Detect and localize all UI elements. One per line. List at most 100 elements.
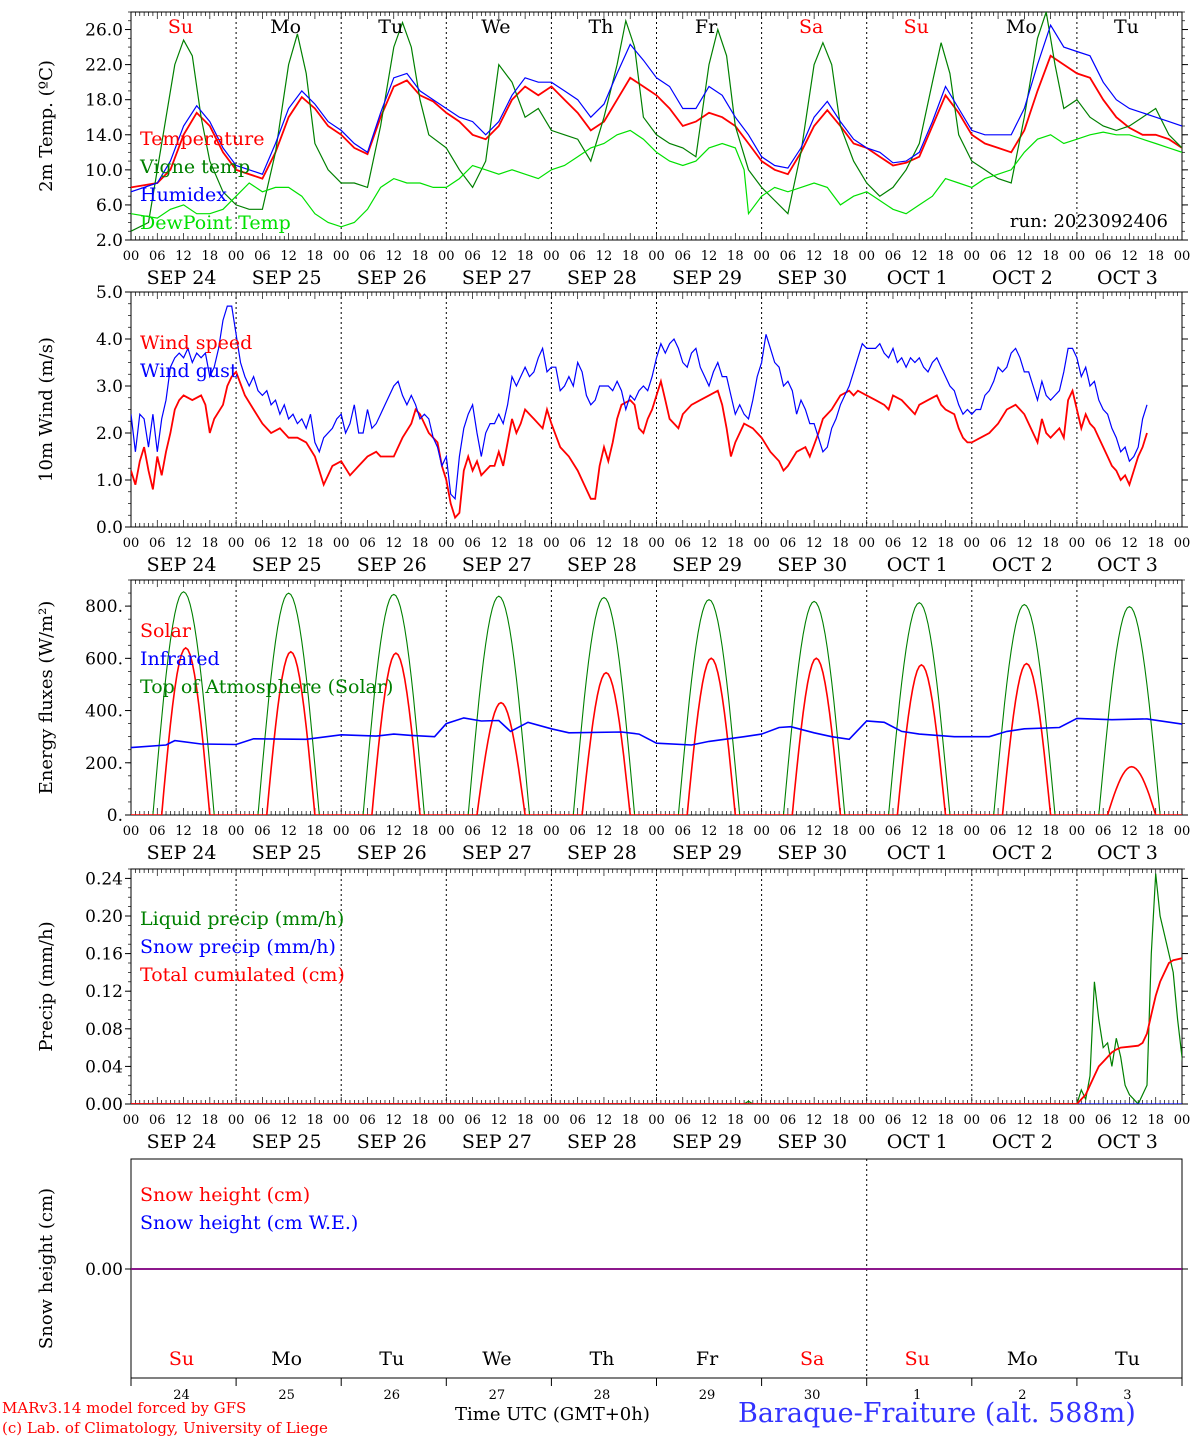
x-hour-label: 12 <box>175 536 192 551</box>
x-hour-label: 06 <box>569 249 586 264</box>
x-hour-label: 06 <box>149 824 166 839</box>
x-hour-label: 18 <box>1042 1113 1059 1128</box>
legend-label: Temperature <box>140 128 264 150</box>
x-hour-label: 06 <box>990 536 1007 551</box>
x-hour-label: 18 <box>202 1113 219 1128</box>
x-hour-label: 00 <box>753 249 770 264</box>
x-date-label: OCT 3 <box>1097 554 1158 576</box>
legend-label: Snow height (cm W.E.) <box>140 1212 358 1234</box>
day-of-week-label: Mo <box>271 1348 302 1370</box>
x-date-label: SEP 30 <box>777 554 847 576</box>
y-tick-label: 200. <box>85 754 123 774</box>
day-of-week-label: Mo <box>1006 16 1037 38</box>
y-tick-label: 4.0 <box>96 330 123 350</box>
x-hour-label: 18 <box>1147 249 1164 264</box>
x-hour-label: 06 <box>569 824 586 839</box>
legend-label: Liquid precip (mm/h) <box>140 908 344 930</box>
x-hour-label: 00 <box>543 249 560 264</box>
y-axis-label: 10m Wind (m/s) <box>36 337 57 482</box>
y-tick-label: 2.0 <box>96 424 123 444</box>
x-hour-label: 12 <box>175 1113 192 1128</box>
x-date-label: SEP 26 <box>357 267 427 289</box>
panel-wind <box>125 291 1188 528</box>
y-tick-label: 1.0 <box>96 471 123 491</box>
x-hour-label: 00 <box>753 1113 770 1128</box>
y-tick-label: 800. <box>85 597 123 617</box>
x-hour-label: 06 <box>780 824 797 839</box>
x-date-label: SEP 24 <box>147 554 217 576</box>
x-hour-label: 12 <box>596 824 613 839</box>
legend-label: Wind speed <box>140 332 252 354</box>
x-hour-label: 00 <box>1069 536 1086 551</box>
x-hour-label: 06 <box>254 824 271 839</box>
y-tick-label: 0.24 <box>85 869 123 889</box>
x-date-label: OCT 2 <box>992 267 1053 289</box>
x-hour-label: 00 <box>964 249 981 264</box>
day-of-week-label: We <box>482 1348 511 1370</box>
x-hour-label: 00 <box>228 536 245 551</box>
x-hour-label: 18 <box>202 824 219 839</box>
x-hour-label: 06 <box>885 824 902 839</box>
y-tick-label: 26.0 <box>85 21 123 41</box>
x-date-label: OCT 1 <box>887 267 948 289</box>
x-hour-label: 12 <box>911 1113 928 1128</box>
x-hour-label: 00 <box>543 536 560 551</box>
x-date-label: SEP 24 <box>147 1131 217 1153</box>
x-hour-label: 12 <box>175 824 192 839</box>
x-hour-label: 12 <box>806 1113 823 1128</box>
day-number-label: 29 <box>699 1388 716 1403</box>
y-tick-label: 22.0 <box>85 56 123 76</box>
y-axis-label: Precip (mm/h) <box>36 921 57 1051</box>
x-hour-label: 12 <box>701 536 718 551</box>
series-line-red <box>131 370 1148 520</box>
x-hour-label: 00 <box>123 1113 140 1128</box>
x-hour-label: 00 <box>123 536 140 551</box>
x-hour-label: 18 <box>1042 536 1059 551</box>
day-number-label: 26 <box>383 1388 400 1403</box>
x-hour-label: 06 <box>464 536 481 551</box>
x-hour-label: 12 <box>385 249 402 264</box>
x-hour-label: 12 <box>385 536 402 551</box>
x-hour-label: 12 <box>280 536 297 551</box>
x-date-label: OCT 3 <box>1097 267 1158 289</box>
series-line-toa-solar <box>131 591 1182 815</box>
y-tick-label: 10.0 <box>85 161 123 181</box>
x-date-label: SEP 28 <box>567 842 637 864</box>
x-hour-label: 12 <box>911 824 928 839</box>
day-number-label: 30 <box>804 1388 821 1403</box>
x-date-label: SEP 27 <box>462 842 532 864</box>
x-hour-label: 12 <box>596 249 613 264</box>
x-date-label: SEP 28 <box>567 1131 637 1153</box>
day-of-week-label: Su <box>168 16 193 38</box>
x-hour-label: 06 <box>254 249 271 264</box>
x-hour-label: 18 <box>727 536 744 551</box>
x-hour-label: 06 <box>885 249 902 264</box>
x-hour-label: 18 <box>202 249 219 264</box>
x-hour-label: 00 <box>1174 249 1191 264</box>
y-tick-label: 0.20 <box>85 907 123 927</box>
x-hour-label: 18 <box>1042 249 1059 264</box>
x-hour-label: 06 <box>569 1113 586 1128</box>
day-number-label: 25 <box>278 1388 295 1403</box>
x-hour-label: 18 <box>727 1113 744 1128</box>
x-date-label: SEP 26 <box>357 554 427 576</box>
x-hour-label: 00 <box>333 824 350 839</box>
x-hour-label: 18 <box>832 1113 849 1128</box>
x-hour-label: 00 <box>438 536 455 551</box>
x-hour-label: 12 <box>491 824 508 839</box>
x-hour-label: 18 <box>517 1113 534 1128</box>
x-hour-label: 18 <box>622 1113 639 1128</box>
x-hour-label: 12 <box>175 249 192 264</box>
x-hour-label: 00 <box>648 1113 665 1128</box>
y-tick-label: 6.0 <box>96 196 123 216</box>
x-hour-label: 00 <box>964 824 981 839</box>
x-hour-label: 00 <box>333 1113 350 1128</box>
x-hour-label: 00 <box>964 1113 981 1128</box>
x-hour-label: 18 <box>937 249 954 264</box>
run-label: run: 2023092406 <box>1010 211 1168 232</box>
y-tick-label: 0.00 <box>85 1095 123 1115</box>
x-hour-label: 12 <box>491 249 508 264</box>
day-of-week-label: Mo <box>1007 1348 1038 1370</box>
day-number-label: 28 <box>594 1388 611 1403</box>
y-tick-label: 400. <box>85 702 123 722</box>
